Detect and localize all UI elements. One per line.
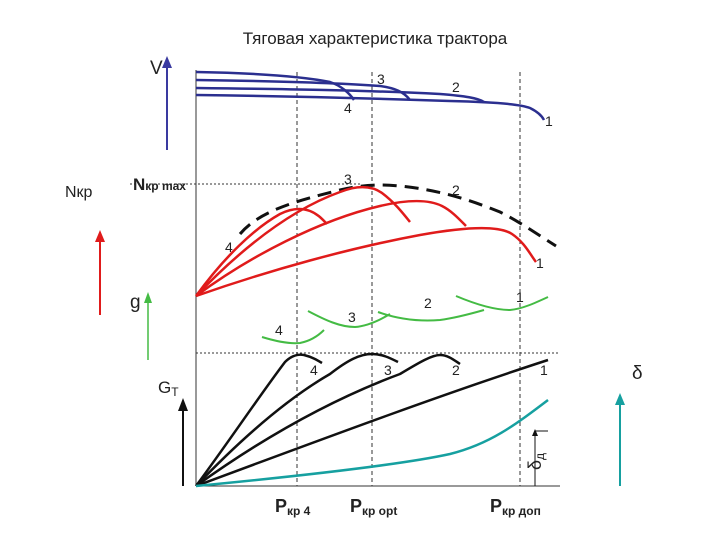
g-gear-label-4: 4 (275, 322, 283, 338)
gt-gear-label-4: 4 (310, 362, 318, 378)
delta-axis-arrowhead (615, 393, 625, 405)
n-curve-gear-2 (195, 199, 467, 298)
n-gear-label-3: 3 (344, 171, 352, 187)
pkropt-label-sub: кр opt (362, 504, 397, 518)
nmax-label-sub: кр max (145, 179, 186, 193)
v-gear-label-4: 4 (344, 100, 352, 116)
v-curve-gear-2 (195, 86, 485, 104)
delta-axis-label: δ (632, 363, 643, 384)
gt-curve-gear-2 (195, 353, 461, 488)
nkp-axis-label: Nкр (65, 184, 93, 201)
gt-curve-gear-4 (194, 353, 323, 487)
v-curve-gear-4 (195, 70, 356, 101)
v-axis-arrowhead (162, 56, 172, 68)
n-gear-label-1: 1 (536, 255, 544, 271)
velocity-curves (195, 70, 546, 121)
g-curve-gear-4 (261, 329, 325, 345)
g-gear-label-1: 1 (516, 289, 524, 305)
g-curve-gear-1 (455, 295, 549, 312)
pkr4-label: Pкр 4 (275, 496, 311, 518)
delta-d-label-main: δ (525, 460, 545, 470)
g-curve-gear-2 (377, 309, 485, 322)
pkr4-label-main: P (275, 496, 287, 516)
v-gear-label-2: 2 (452, 79, 460, 95)
pkrdop-label-sub: кр доп (502, 504, 541, 518)
power-curves (194, 186, 538, 298)
gt-curve-gear-1 (195, 358, 549, 488)
pkrdop-label-main: P (490, 496, 502, 516)
nmax-envelope-curve (238, 183, 557, 248)
delta-d-label: δд (525, 453, 547, 470)
n-curve-gear-4 (194, 207, 328, 297)
gt-gear-label-1: 1 (540, 362, 548, 378)
g-gear-label-2: 2 (424, 295, 432, 311)
delta-d-arrowhead (532, 429, 538, 436)
v-gear-label-3: 3 (377, 71, 385, 87)
specific-fuel-curves (261, 295, 549, 345)
gt-axis-arrowhead (178, 398, 188, 411)
gt-gear-label-3: 3 (384, 362, 392, 378)
n-axis-arrowhead (95, 230, 105, 242)
g-gear-label-3: 3 (348, 309, 356, 325)
n-gear-label-4: 4 (225, 239, 233, 255)
v-curve-gear-1 (195, 93, 546, 121)
v-axis-label: V (150, 58, 163, 79)
fuel-consumption-curves (194, 352, 549, 488)
v-gear-labels: 4 3 2 1 (344, 71, 553, 129)
g-gear-labels: 4 3 2 1 (275, 289, 524, 338)
g-axis-arrowhead (144, 292, 152, 303)
gt-gear-label-2: 2 (452, 362, 460, 378)
diagram-title: Тяговая характеристика трактора (243, 29, 508, 48)
gt-curve-gear-3 (195, 352, 399, 487)
n-gear-label-2: 2 (452, 182, 460, 198)
nmax-label-main: N (133, 175, 145, 194)
gt-axis-label: GT (158, 378, 179, 399)
pkropt-label: Pкр opt (350, 496, 397, 518)
delta-d-label-sub: д (533, 453, 547, 460)
n-curve-gear-3 (195, 186, 411, 297)
pkropt-label-main: P (350, 496, 362, 516)
gt-gear-labels: 4 3 2 1 (310, 362, 548, 378)
slip-delta-curve (195, 399, 549, 488)
gt-axis-label-sub: T (171, 385, 179, 399)
pkrdop-label: Pкр доп (490, 496, 541, 518)
v-curve-gear-3 (195, 78, 411, 101)
n-gear-labels: 4 3 2 1 (225, 171, 544, 271)
pkr4-label-sub: кр 4 (287, 504, 311, 518)
v-gear-label-1: 1 (545, 113, 553, 129)
g-curve-gear-3 (307, 310, 391, 329)
gt-axis-label-main: G (158, 378, 171, 397)
g-axis-label: g (130, 292, 141, 313)
n-curve-gear-1 (195, 226, 538, 298)
nmax-label: Nкр max (133, 175, 186, 194)
